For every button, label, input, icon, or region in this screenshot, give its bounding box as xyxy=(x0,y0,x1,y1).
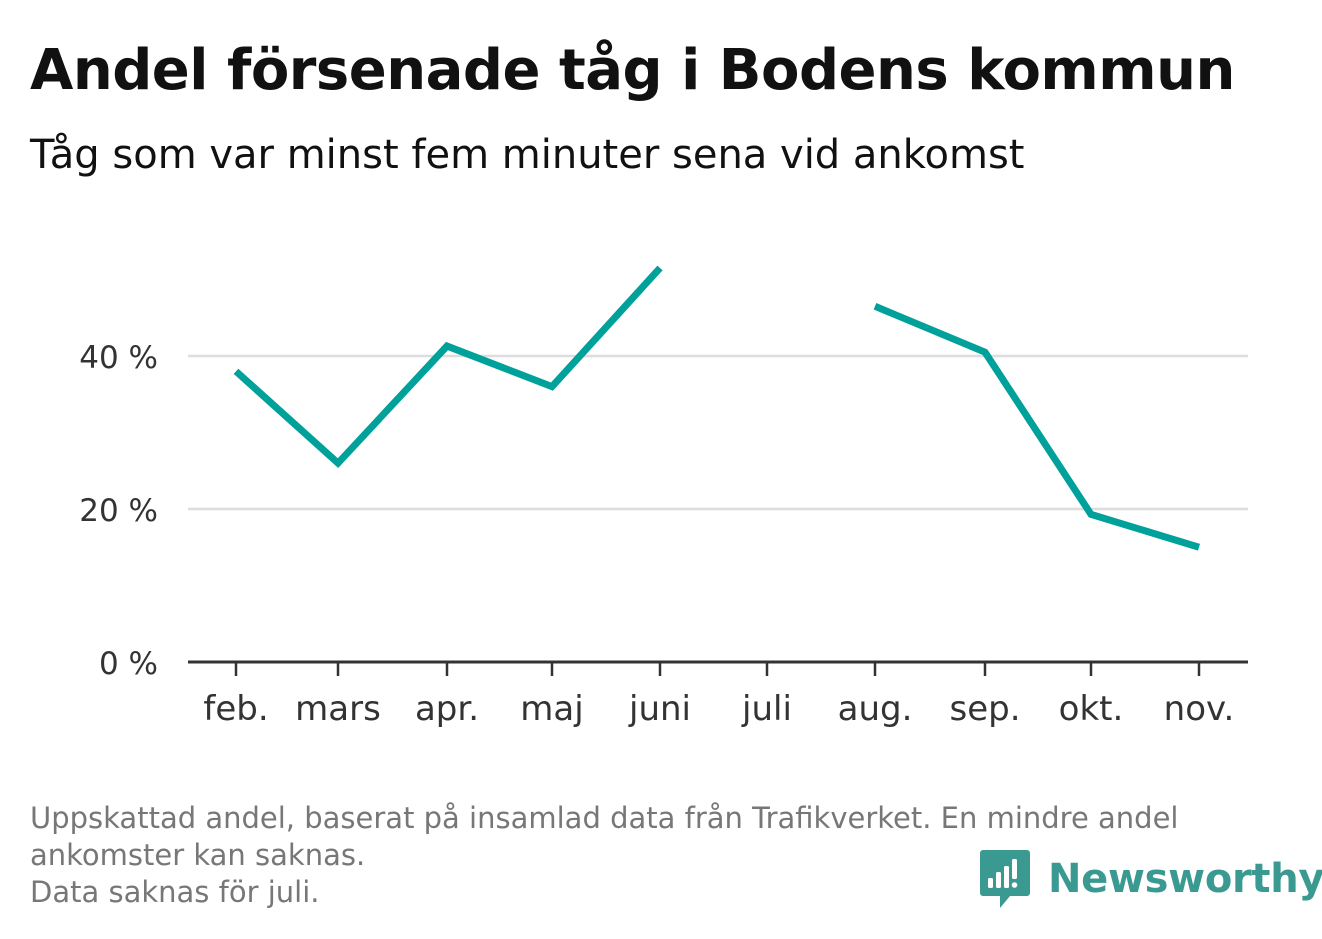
x-tick-label: nov. xyxy=(1164,689,1235,729)
x-tick-label: juli xyxy=(741,689,792,729)
data-point xyxy=(1196,544,1203,551)
chart-title: Andel försenade tåg i Bodens kommun xyxy=(30,38,1235,103)
x-tick-label: mars xyxy=(295,689,381,729)
footnote: Uppskattad andel, baserat på insamlad da… xyxy=(30,800,1290,911)
newsworthy-logo-icon xyxy=(980,850,1030,908)
series-line xyxy=(873,303,1201,551)
y-tick-label: 20 % xyxy=(79,493,158,529)
footnote-line-1: Uppskattad andel, baserat på insamlad da… xyxy=(30,801,1179,835)
x-tick-label: juni xyxy=(628,689,691,729)
series-line xyxy=(233,265,663,469)
footnote-line-2: ankomster kan saknas. xyxy=(30,838,366,872)
data-point xyxy=(1088,511,1095,518)
data-point xyxy=(657,265,664,272)
data-point xyxy=(335,460,342,467)
x-tick-label: feb. xyxy=(203,689,268,729)
line-chart: 0 % 20 % 40 % feb. mars apr. maj juni juli aug. se… xyxy=(79,265,1248,729)
x-tick-label: aug. xyxy=(838,689,913,729)
chart-subtitle: Tåg som var minst fem minuter sena vid a… xyxy=(30,132,1025,178)
logo-text: Newsworthy xyxy=(1048,856,1322,902)
data-point xyxy=(982,349,989,356)
data-point xyxy=(444,343,451,350)
footnote-line-3: Data saknas för juli. xyxy=(30,875,320,909)
x-tick-label: apr. xyxy=(415,689,479,729)
data-point xyxy=(872,303,879,310)
data-point xyxy=(233,368,240,375)
x-tick-label: maj xyxy=(520,689,583,729)
x-tick-label: okt. xyxy=(1059,689,1124,729)
x-tick-label: sep. xyxy=(949,689,1020,729)
y-tick-label: 40 % xyxy=(79,340,158,376)
newsworthy-logo: Newsworthy xyxy=(980,850,1322,908)
data-point xyxy=(549,383,556,390)
y-tick-label: 0 % xyxy=(99,646,158,682)
